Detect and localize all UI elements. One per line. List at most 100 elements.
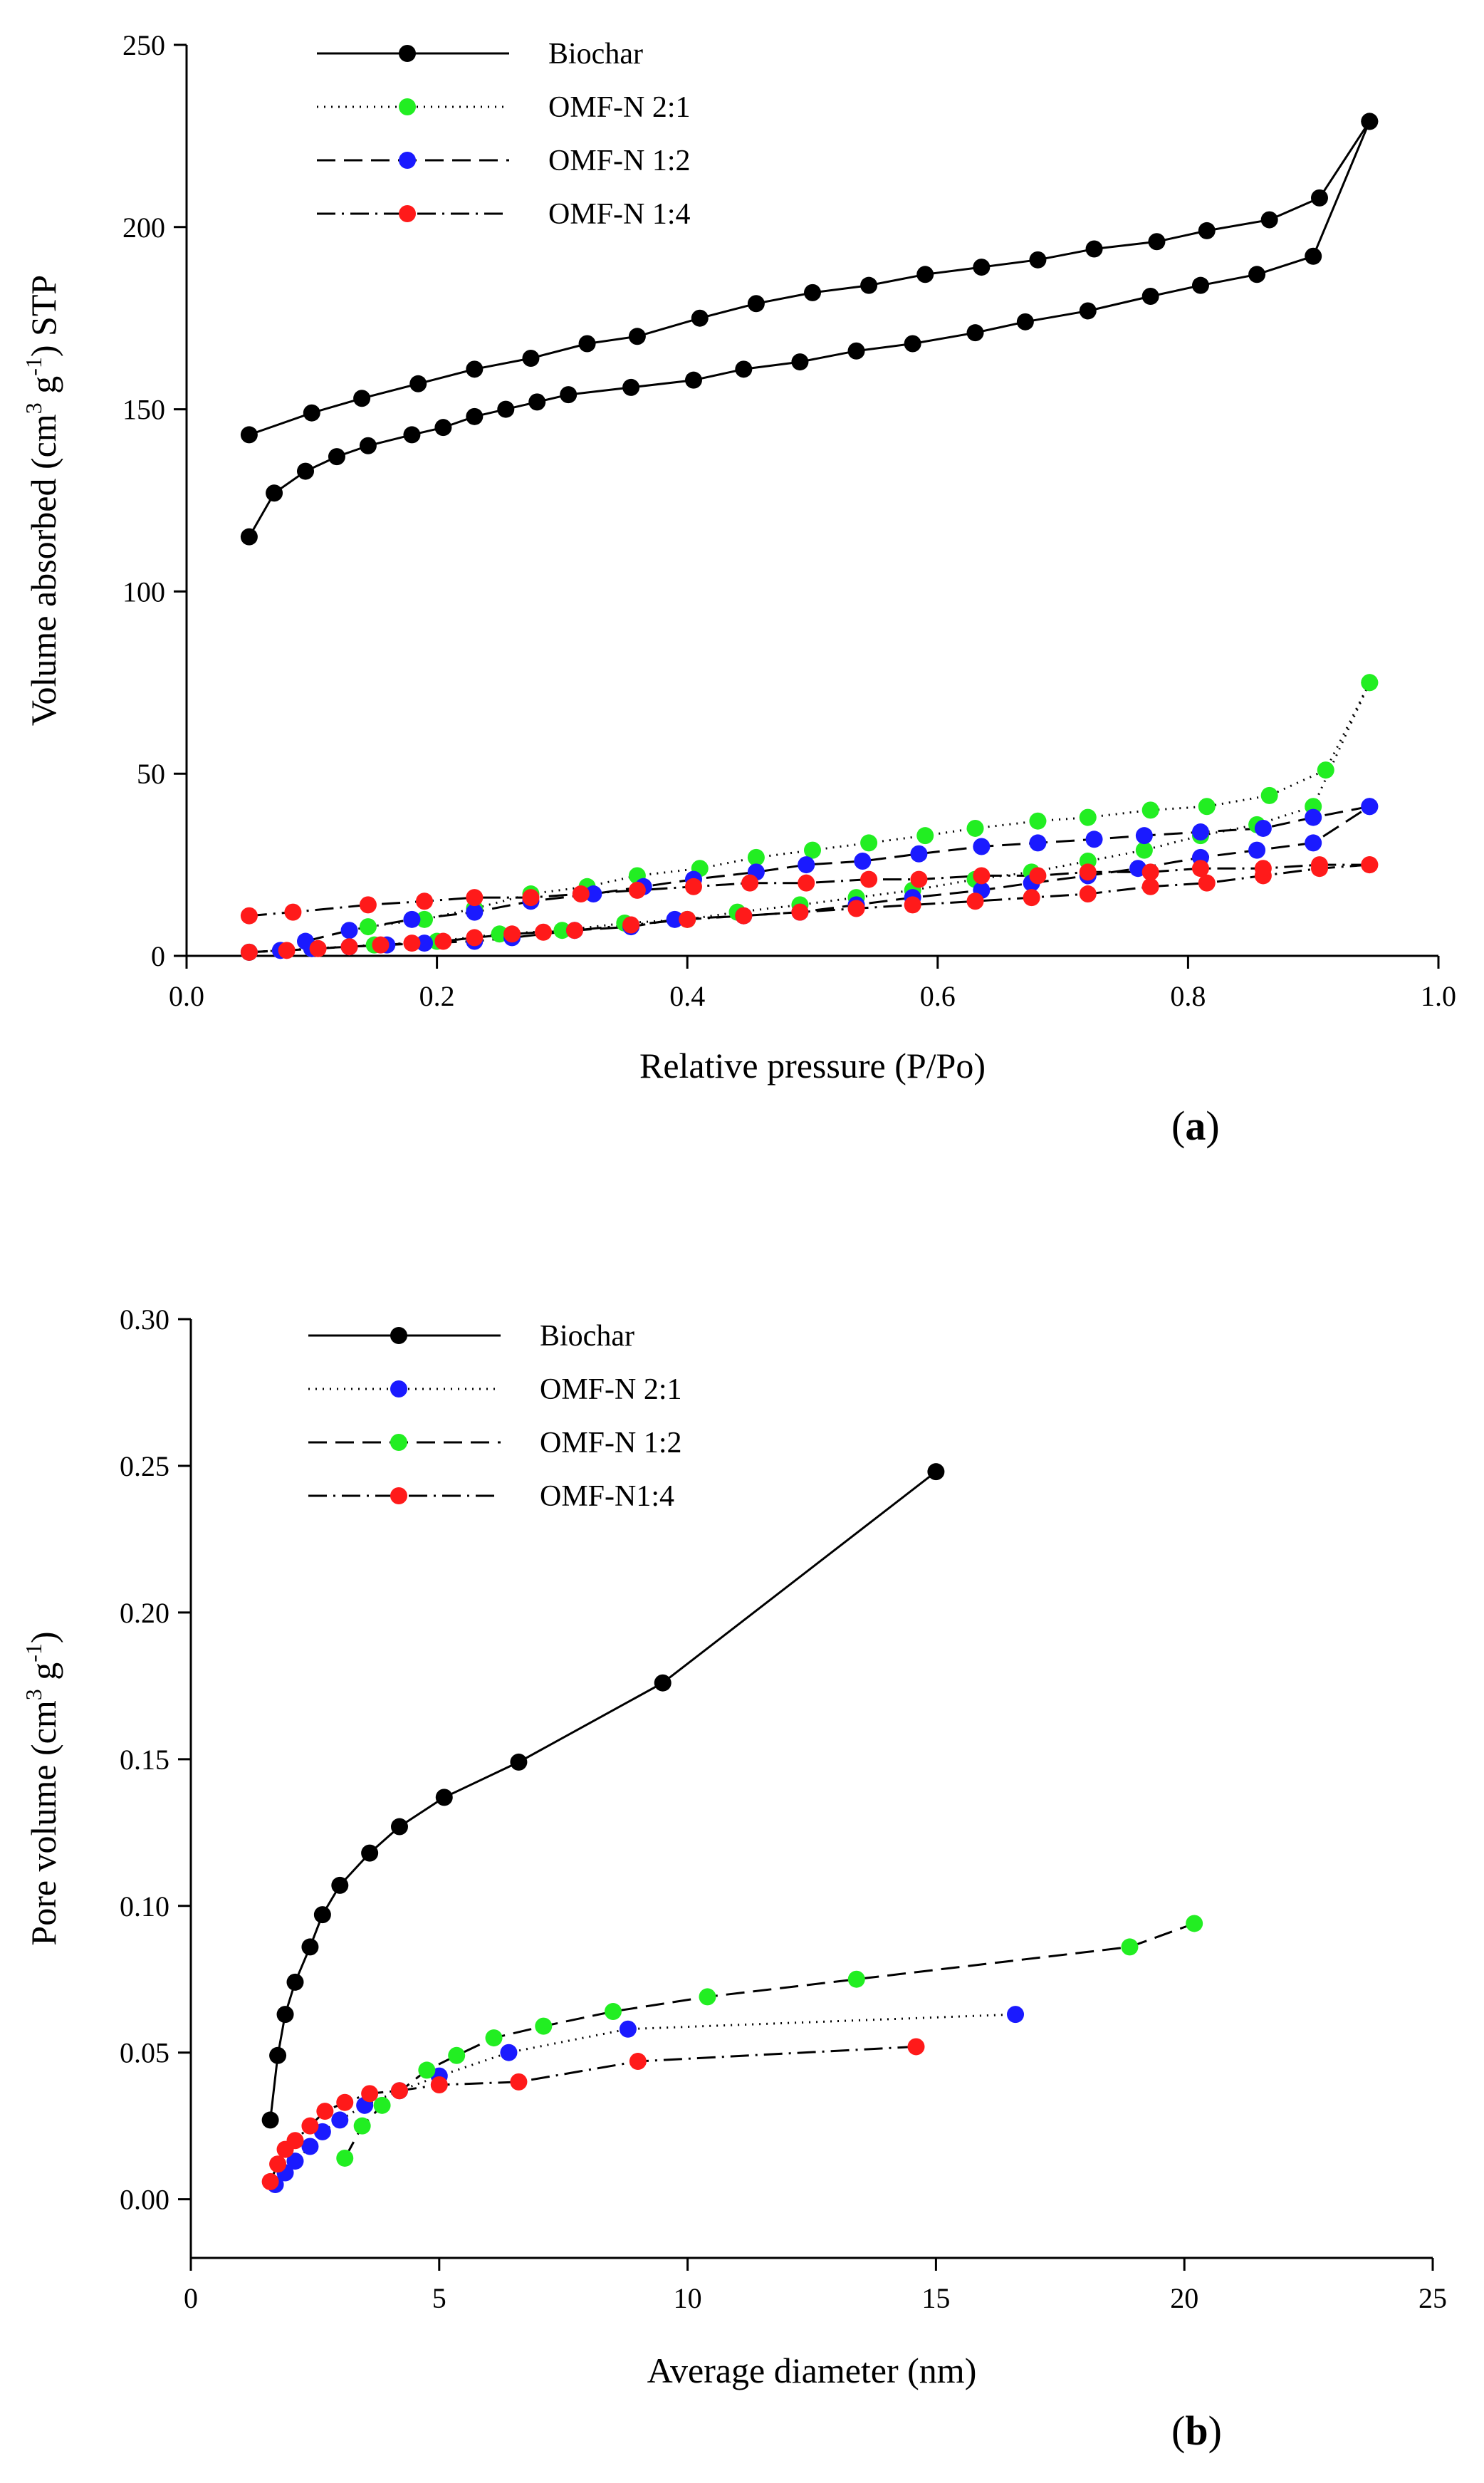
- data-point: [373, 2096, 391, 2114]
- data-point: [973, 838, 991, 855]
- data-point: [741, 874, 759, 892]
- data-point: [535, 923, 553, 941]
- data-point: [510, 1753, 528, 1771]
- data-point: [1016, 313, 1034, 330]
- data-point: [1361, 674, 1379, 692]
- legend-label: OMF-N 1:2: [540, 1427, 682, 1459]
- data-point: [466, 889, 484, 907]
- data-point: [497, 400, 515, 418]
- data-point: [466, 903, 484, 921]
- x-tick-label: 0.4: [669, 980, 705, 1012]
- data-point: [1079, 808, 1097, 826]
- legend-marker: [399, 152, 416, 169]
- data-point: [1141, 288, 1159, 306]
- data-point: [434, 932, 452, 950]
- y-axis-title: Pore volume (cm3 g-1): [21, 1631, 63, 1945]
- y-axis-title-superscript: -1: [21, 357, 46, 376]
- data-point: [286, 1973, 304, 1991]
- data-point: [303, 404, 320, 422]
- data-point: [747, 295, 765, 313]
- data-point: [430, 2076, 448, 2093]
- data-point: [353, 2117, 371, 2135]
- y-tick-label: 0.05: [120, 2037, 169, 2069]
- data-point: [1254, 819, 1272, 837]
- legend-marker: [390, 1380, 407, 1397]
- x-tick-label: 10: [674, 2282, 702, 2314]
- data-point: [261, 2172, 279, 2190]
- data-point: [448, 2046, 466, 2064]
- data-point: [1361, 113, 1379, 130]
- data-point: [679, 910, 696, 928]
- data-point: [622, 916, 640, 934]
- y-tick-label: 0.15: [120, 1744, 169, 1776]
- data-point: [1085, 240, 1103, 258]
- data-point: [372, 936, 390, 954]
- x-tick-label: 0.8: [1170, 980, 1206, 1012]
- data-point: [1079, 885, 1097, 903]
- data-point: [1023, 889, 1040, 907]
- data-point: [847, 900, 865, 917]
- panel-label-paren: ): [1208, 2407, 1222, 2454]
- data-point: [1079, 302, 1097, 320]
- data-point: [266, 484, 283, 502]
- data-point: [278, 942, 296, 959]
- data-point: [1135, 827, 1153, 845]
- data-point: [966, 324, 984, 342]
- panel-label: (a): [1171, 1103, 1220, 1149]
- chart-panel-a: 0 50 100 150 200 250 0.0 0.2 0.4 0.6 0.8 1.0 Relativ…: [21, 29, 1456, 1149]
- y-axis-title-superscript: 3: [21, 402, 46, 414]
- y-axis-title-part: g: [23, 1662, 63, 1690]
- legend-label: OMF-N1:4: [540, 1480, 674, 1513]
- data-point: [904, 335, 921, 353]
- y-tick-label: 0.20: [120, 1597, 169, 1629]
- data-point: [286, 2153, 304, 2170]
- data-point: [390, 2082, 408, 2100]
- data-point: [1029, 834, 1047, 852]
- y-axis-title-part: ): [23, 1631, 63, 1643]
- data-point: [485, 2029, 503, 2047]
- x-axis-title: Average diameter (nm): [647, 2351, 977, 2390]
- y-axis-title-superscript: -1: [21, 1643, 46, 1662]
- data-point: [735, 907, 753, 925]
- data-point: [854, 852, 872, 870]
- data-point: [1191, 276, 1209, 294]
- data-point: [240, 907, 258, 925]
- data-point: [654, 1674, 672, 1692]
- data-point: [466, 360, 484, 378]
- data-point: [619, 2020, 637, 2038]
- legend-marker: [390, 1434, 407, 1451]
- panel-label-paren: (: [1171, 2407, 1185, 2454]
- data-point: [560, 386, 578, 404]
- data-point: [1361, 798, 1379, 816]
- data-point: [434, 419, 452, 437]
- data-point: [240, 426, 258, 444]
- data-point: [309, 939, 327, 957]
- series-line: [269, 1471, 937, 2120]
- data-point: [916, 266, 934, 283]
- legend-label: OMF-N 2:1: [540, 1373, 682, 1406]
- y-axis-title-superscript: 3: [21, 1689, 46, 1700]
- data-point: [572, 885, 590, 903]
- panel-label: (b): [1171, 2407, 1222, 2454]
- data-point: [435, 1789, 453, 1806]
- data-point: [1007, 2006, 1025, 2024]
- data-point: [240, 528, 258, 546]
- data-point: [684, 371, 702, 389]
- y-tick-label: 0.25: [120, 1450, 169, 1482]
- data-point: [403, 426, 421, 444]
- data-point: [297, 932, 315, 950]
- x-tick-label: 0.6: [920, 980, 956, 1012]
- data-point: [860, 870, 878, 888]
- data-point: [1121, 1938, 1139, 1956]
- series-line: [248, 120, 1371, 538]
- data-point: [628, 328, 646, 345]
- data-point: [860, 834, 878, 852]
- data-point: [522, 889, 540, 907]
- panel-label-letter: b: [1185, 2407, 1208, 2454]
- data-point: [1029, 251, 1047, 269]
- data-point: [261, 2111, 279, 2129]
- data-point: [1305, 247, 1322, 265]
- data-point: [565, 922, 583, 939]
- y-tick-label: 250: [122, 29, 165, 61]
